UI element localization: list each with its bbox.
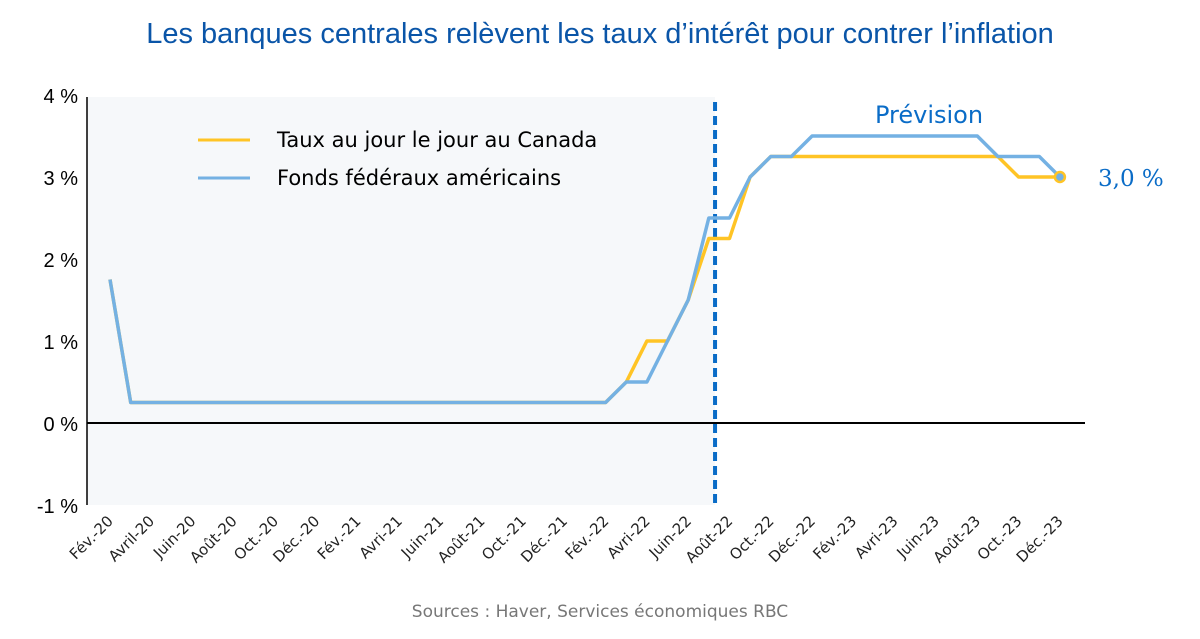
legend-label: Fonds fédéraux américains xyxy=(277,166,561,190)
x-tick-label: Fév.-21 xyxy=(314,512,365,563)
y-tick-label: -1 % xyxy=(37,496,78,518)
forecast-label: Prévision xyxy=(875,101,983,129)
y-tick-label: 4 % xyxy=(44,86,79,108)
x-tick-label: Fév.-23 xyxy=(809,512,860,563)
chart-title: Les banques centrales relèvent les taux … xyxy=(146,18,1054,50)
x-tick-label: Déc.-21 xyxy=(517,512,571,566)
y-tick-label: 0 % xyxy=(44,414,79,436)
chart-source: Sources : Haver, Services économiques RB… xyxy=(411,602,789,622)
x-tick-label: Avril-20 xyxy=(105,512,158,565)
x-tick-label: Déc.-20 xyxy=(269,512,323,566)
y-tick-label: 1 % xyxy=(44,332,79,354)
x-tick-label: Avri-23 xyxy=(851,512,901,562)
x-tick-label: Avri-22 xyxy=(603,512,653,562)
end-value-label: 3,0 % xyxy=(1098,166,1164,192)
x-tick-label: Fév.-22 xyxy=(561,512,612,563)
x-tick-label: Avri-21 xyxy=(356,512,406,562)
legend-label: Taux au jour le jour au Canada xyxy=(276,128,597,152)
y-tick-label: 2 % xyxy=(44,250,79,272)
end-marker xyxy=(1053,170,1067,184)
y-tick-label: 3 % xyxy=(44,168,79,190)
x-tick-label: Déc.-22 xyxy=(765,512,819,566)
historical-shade xyxy=(87,97,716,505)
x-tick-label: Déc.-23 xyxy=(1013,512,1067,566)
